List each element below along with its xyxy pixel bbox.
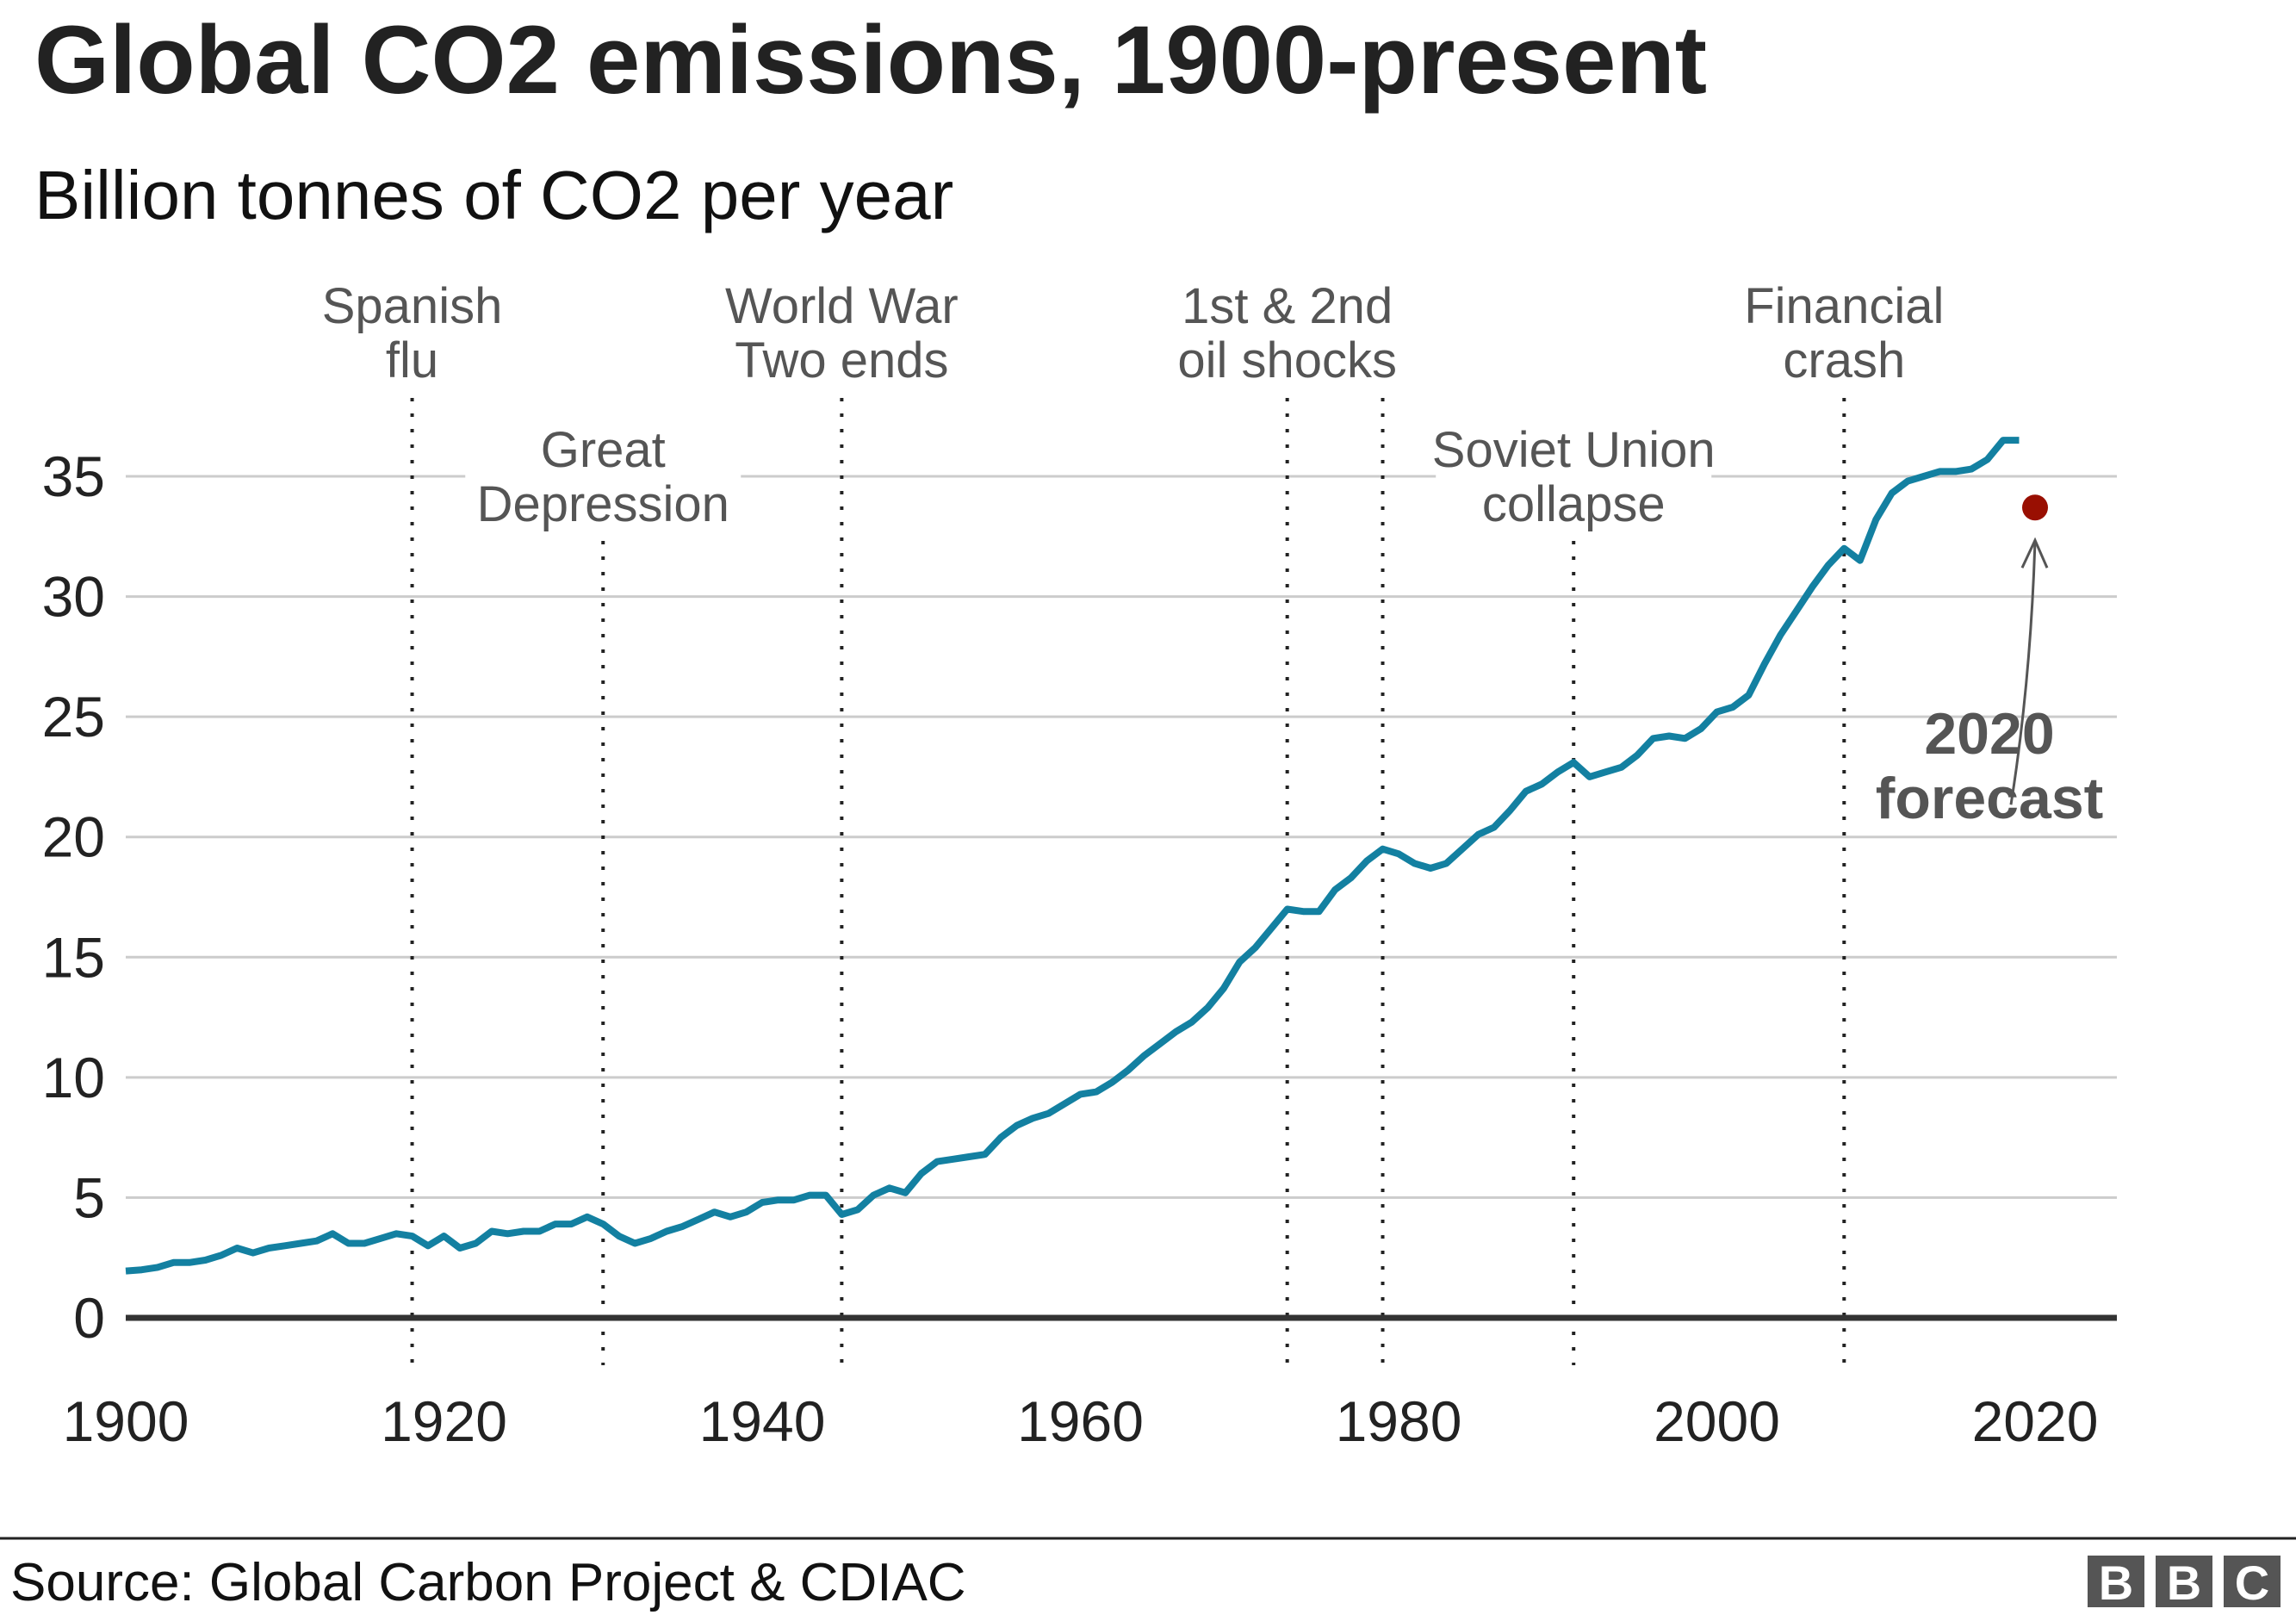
svg-text:B: B [2099,1556,2133,1610]
arrow-icon [2009,540,2037,805]
svg-text:C: C [2235,1556,2269,1610]
event-label: oil shocks [1177,332,1397,388]
source-note: Source: Global Carbon Project & CDIAC [10,1553,966,1612]
y-tick-label: 30 [42,565,105,629]
event-label: collapse [1482,476,1666,532]
chart-subtitle: Billion tonnes of CO2 per year [34,157,953,233]
chart-title: Global CO2 emissions, 1900-present [34,6,1707,114]
x-tick-label: 2000 [1654,1389,1780,1453]
y-tick-label: 25 [42,685,105,748]
x-tick-label: 2020 [1972,1389,2099,1453]
x-axis-ticks: 1900 1920 1940 1960 1980 2000 2020 [63,1389,2099,1453]
y-axis-ticks: 0 5 10 15 20 25 30 35 [42,444,105,1350]
forecast-label: forecast [1876,766,2104,831]
x-tick-label: 1940 [699,1389,826,1453]
event-label: crash [1783,332,1905,388]
event-label: Financial [1744,278,1944,334]
x-tick-label: 1960 [1017,1389,1144,1453]
event-label: Spanish [322,278,503,334]
x-tick-label: 1900 [63,1389,189,1453]
y-tick-label: 20 [42,805,105,869]
event-label: World War [725,278,959,334]
event-label: Depression [477,476,729,532]
forecast-point [2022,494,2048,521]
x-tick-label: 1980 [1336,1389,1462,1453]
y-tick-label: 10 [42,1046,105,1109]
y-tick-label: 15 [42,925,105,989]
event-label: flu [386,332,438,388]
y-tick-label: 0 [73,1286,105,1350]
gridlines [126,475,2117,1199]
y-tick-label: 5 [73,1165,105,1229]
event-label: Two ends [735,332,948,388]
event-label: 1st & 2nd [1182,278,1393,334]
event-label: Soviet Union [1432,422,1716,478]
arrowhead-icon [2020,537,2049,568]
emissions-line [125,437,2020,1275]
svg-text:B: B [2167,1556,2201,1610]
forecast-label: 2020 [1924,701,2054,767]
y-tick-label: 35 [42,444,105,508]
x-tick-label: 1920 [381,1389,507,1453]
event-label: Great [541,422,666,478]
